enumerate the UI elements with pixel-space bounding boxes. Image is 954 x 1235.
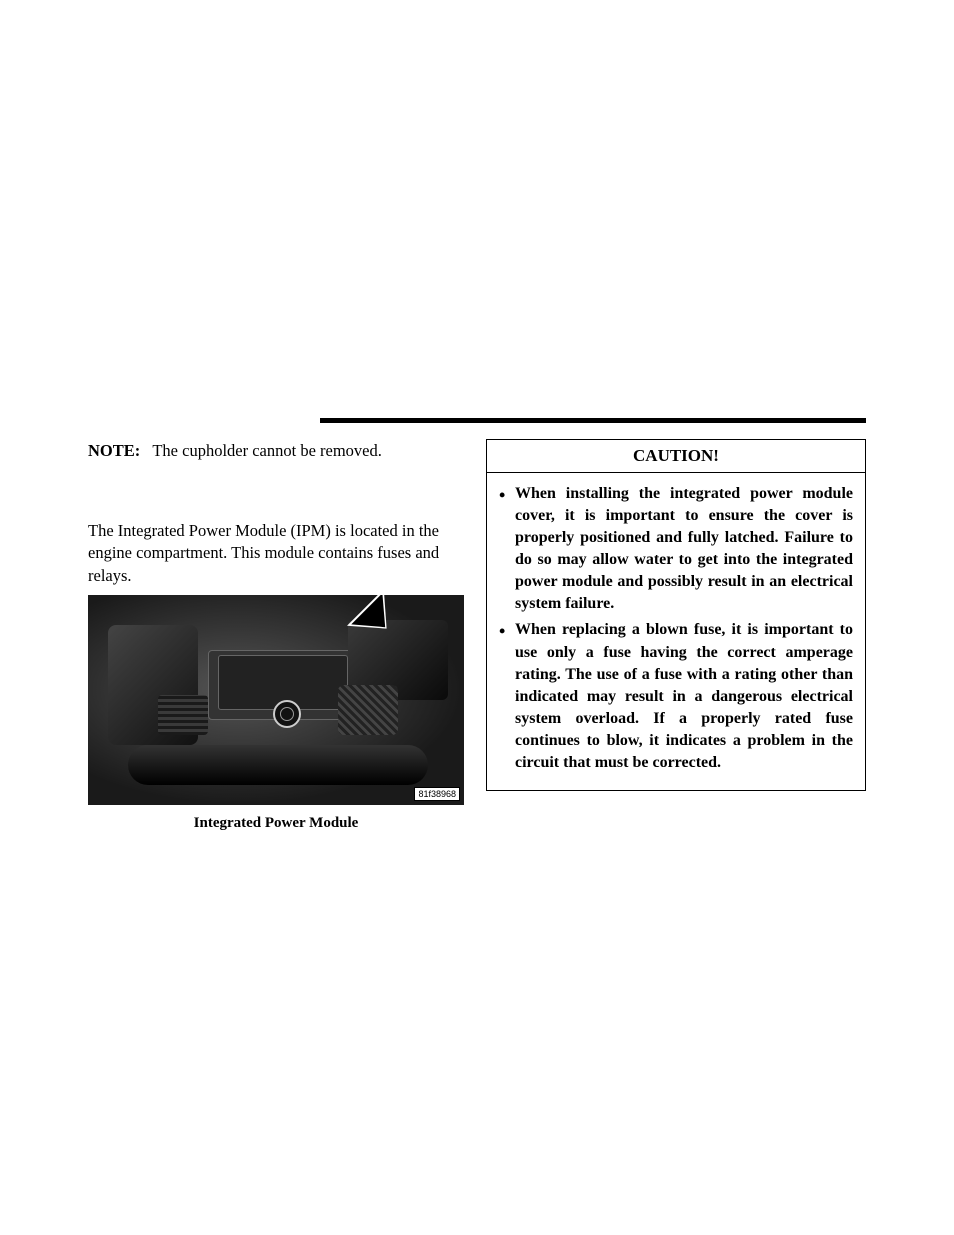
two-column-layout: NOTE: The cupholder cannot be removed. T… bbox=[88, 439, 866, 832]
page-content: NOTE: The cupholder cannot be removed. T… bbox=[0, 415, 954, 832]
ipm-description: The Integrated Power Module (IPM) is loc… bbox=[88, 520, 464, 587]
note-text: The cupholder cannot be removed. bbox=[152, 441, 382, 460]
engine-bay-illustration: 81f38968 bbox=[88, 595, 464, 805]
note-label: NOTE: bbox=[88, 441, 140, 460]
caution-list: When installing the integrated power mod… bbox=[499, 483, 853, 774]
caution-title: CAUTION! bbox=[487, 440, 865, 473]
figure-caption: Integrated Power Module bbox=[88, 815, 464, 832]
figure-id-label: 81f38968 bbox=[414, 787, 460, 801]
figure: 81f38968 Integrated Power Module bbox=[88, 595, 464, 832]
left-column: NOTE: The cupholder cannot be removed. T… bbox=[88, 439, 464, 832]
caution-box: CAUTION! When installing the integrated … bbox=[486, 439, 866, 791]
note-paragraph: NOTE: The cupholder cannot be removed. bbox=[88, 439, 464, 462]
caution-bullet: When installing the integrated power mod… bbox=[499, 483, 853, 615]
right-column: CAUTION! When installing the integrated … bbox=[486, 439, 866, 832]
caution-bullet: When replacing a blown fuse, it is impor… bbox=[499, 619, 853, 774]
caution-body: When installing the integrated power mod… bbox=[487, 473, 865, 790]
